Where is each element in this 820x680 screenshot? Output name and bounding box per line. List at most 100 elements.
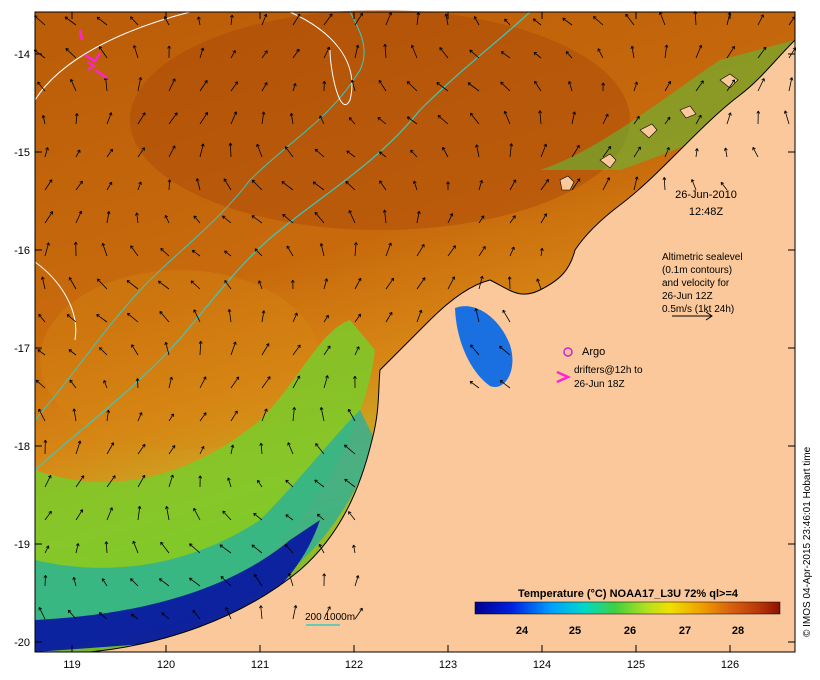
velocity-arrow <box>633 146 641 158</box>
velocity-arrow <box>99 347 108 356</box>
lon-tick-label: 124 <box>533 659 551 671</box>
velocity-arrow <box>230 14 234 26</box>
velocity-arrow <box>562 17 573 26</box>
velocity-arrow <box>436 82 449 92</box>
velocity-arrow <box>664 116 671 125</box>
velocity-arrow <box>343 444 356 455</box>
velocity-arrow <box>726 112 732 125</box>
velocity-arrow <box>261 13 268 26</box>
velocity-arrow <box>189 577 201 587</box>
velocity-arrow <box>347 408 356 422</box>
velocity-arrow <box>756 110 761 125</box>
velocity-arrow <box>44 474 52 488</box>
velocity-arrow <box>72 576 77 587</box>
cold-coastal-band <box>35 410 375 650</box>
velocity-arrow <box>222 215 232 224</box>
velocity-arrow <box>190 280 201 290</box>
velocity-scale-arrow <box>672 311 713 321</box>
velocity-arrow <box>96 278 108 290</box>
velocity-arrow <box>630 45 635 59</box>
lat-tick-label: -17 <box>14 343 30 355</box>
warm-water-core <box>130 10 630 230</box>
velocity-arrow <box>199 376 207 389</box>
velocity-arrow <box>788 77 794 92</box>
velocity-arrow <box>104 541 109 554</box>
velocity-arrow <box>254 248 263 257</box>
velocity-arrow <box>478 246 486 257</box>
velocity-arrow <box>230 81 239 92</box>
velocity-arrow <box>319 243 325 257</box>
velocity-arrow <box>41 114 46 125</box>
velocity-arrow <box>602 177 610 191</box>
lat-tick-label: -20 <box>14 637 30 649</box>
velocity-arrow <box>319 115 325 125</box>
velocity-arrow <box>469 49 480 59</box>
velocity-arrow <box>379 180 387 191</box>
velocity-arrow <box>256 143 263 158</box>
velocity-arrow <box>35 379 46 389</box>
lon-tick-label: 123 <box>439 659 457 671</box>
velocity-arrow <box>70 78 77 92</box>
velocity-arrow <box>168 413 175 422</box>
velocity-arrow <box>195 178 201 191</box>
velocity-arrow <box>130 613 139 620</box>
velocity-arrow <box>323 13 333 26</box>
velocity-arrow <box>253 574 263 587</box>
velocity-arrow <box>157 280 170 290</box>
velocity-arrow <box>500 51 511 59</box>
colorbar-tick-label: 26 <box>624 625 636 637</box>
velocity-arrow <box>353 375 357 389</box>
velocity-arrow <box>723 147 728 158</box>
velocity-arrow <box>567 81 573 92</box>
velocity-arrow <box>602 113 609 125</box>
velocity-arrow <box>412 180 418 191</box>
velocity-arrow <box>509 246 515 257</box>
velocity-arrow <box>354 277 362 290</box>
velocity-arrow <box>385 277 395 290</box>
velocity-arrow <box>500 81 511 92</box>
velocity-arrow <box>469 381 480 389</box>
velocity-arrow <box>292 48 300 59</box>
velocity-arrow <box>44 510 52 521</box>
velocity-arrow <box>197 16 201 26</box>
buccaneer-archipelago-islands <box>559 73 739 191</box>
velocity-arrow <box>350 79 356 92</box>
velocity-arrow <box>323 606 331 620</box>
velocity-arrow <box>137 147 145 158</box>
velocity-arrow <box>348 117 356 125</box>
velocity-arrow <box>726 79 736 92</box>
velocity-arrow <box>135 378 140 389</box>
velocity-arrow <box>406 81 418 92</box>
longitude-axis: 119 120 121 122 123 124 125 126 <box>63 12 739 671</box>
bathymetry-200m-contour <box>34 11 365 421</box>
velocity-arrow <box>378 79 387 92</box>
velocity-arrow <box>565 51 573 59</box>
argo-marker <box>563 347 573 357</box>
velocity-arrow <box>348 511 356 521</box>
velocity-arrow <box>43 439 48 455</box>
velocity-arrow <box>161 612 170 620</box>
velocity-arrow <box>261 82 268 92</box>
velocity-arrow <box>44 179 53 191</box>
velocity-arrow <box>507 276 512 290</box>
velocity-arrow <box>98 46 108 59</box>
velocity-arrow <box>284 146 294 158</box>
velocity-arrow <box>227 477 232 488</box>
colorbar-tick-label: 24 <box>516 625 529 637</box>
lon-tick-label: 120 <box>157 659 175 671</box>
velocity-arrow <box>38 607 46 620</box>
velocity-arrow <box>224 250 232 257</box>
velocity-arrow <box>230 444 235 455</box>
velocity-arrow <box>199 47 205 59</box>
velocity-arrow <box>416 210 421 224</box>
velocity-arrow <box>257 479 263 488</box>
velocity-arrow <box>43 574 48 587</box>
altimetry-line-3: and velocity for <box>662 278 730 289</box>
velocity-arrow <box>75 180 83 191</box>
velocity-arrow <box>261 310 266 323</box>
colorbar-title: Temperature (°C) NOAA17_L3U 72% ql>=4 <box>518 588 739 600</box>
velocity-arrow <box>106 442 115 455</box>
altimetry-line-2: (0.1m contours) <box>662 265 732 276</box>
velocity-arrow <box>160 248 170 257</box>
